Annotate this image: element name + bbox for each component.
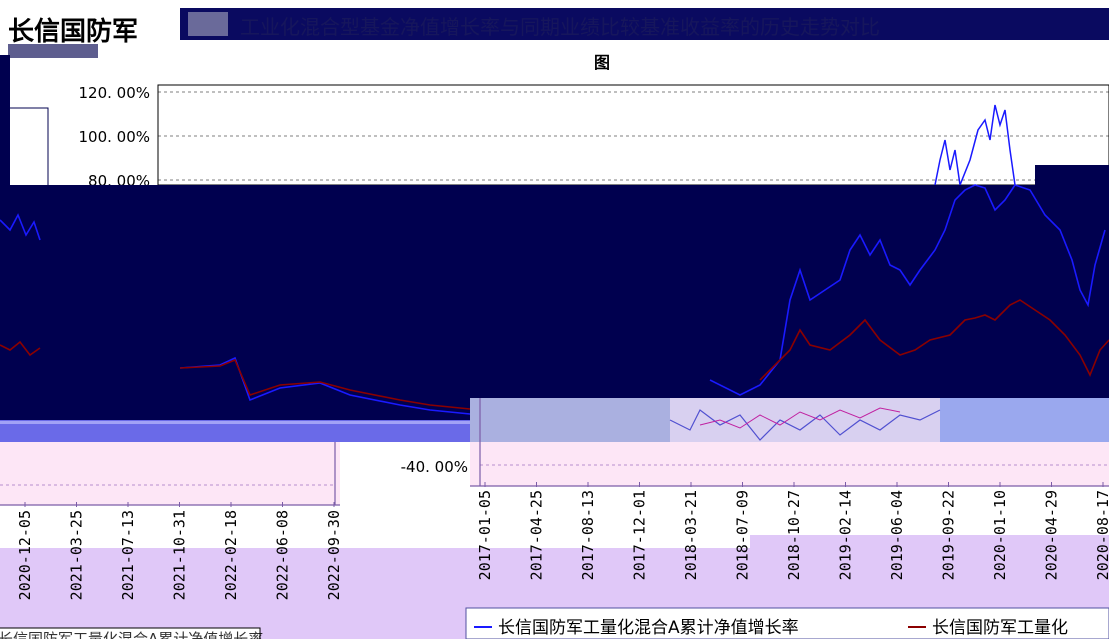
title-artifact-2 bbox=[8, 44, 98, 58]
red-series-line bbox=[0, 299, 1109, 411]
glitch-band-mid bbox=[470, 398, 670, 442]
main-x-tick-10: 2020-01-10 bbox=[991, 490, 1009, 580]
inset-x-tick-4: 2022-02-18 bbox=[222, 510, 240, 600]
navy-block bbox=[0, 185, 1109, 420]
y-tick-minus40: -40. 00% bbox=[401, 458, 468, 476]
main-x-tick-9: 2019-09-22 bbox=[940, 490, 958, 580]
title-main: 工业化混合型基金净值增长率与同期业绩比较基准收益率的历史走势对比 bbox=[240, 15, 880, 39]
legend-label-1: 长信国防军工量化 bbox=[932, 618, 1068, 638]
inset-x-tick-1: 2021-03-25 bbox=[68, 510, 86, 600]
main-x-tick-11: 2020-04-29 bbox=[1043, 490, 1061, 580]
main-x-tick-12: 2020-08-17 bbox=[1094, 490, 1109, 580]
blue-series-line bbox=[0, 184, 1106, 416]
main-lower-background bbox=[470, 442, 1109, 486]
title-band bbox=[180, 8, 1109, 40]
main-x-tick-labels: 2017-01-05 2017-04-25 2017-08-13 2017-12-01… bbox=[476, 482, 1109, 580]
lavender-step bbox=[750, 535, 1109, 549]
title-artifact bbox=[188, 12, 228, 36]
glitch-band-left bbox=[0, 420, 470, 442]
y-tick-100: 100. 00% bbox=[78, 128, 150, 146]
y-tick-120: 120. 00% bbox=[78, 84, 150, 102]
inset-x-tick-0: 2020-12-05 bbox=[16, 510, 34, 600]
inset-x-tick-2: 2021-07-13 bbox=[119, 510, 137, 600]
legend-box bbox=[465, 607, 1109, 639]
blue-peak-top bbox=[934, 104, 1016, 188]
inset-background bbox=[0, 442, 340, 505]
left-strip bbox=[0, 55, 10, 185]
main-x-tick-3: 2017-12-01 bbox=[631, 490, 649, 580]
main-x-tick-7: 2019-02-14 bbox=[837, 490, 855, 580]
glitch-pink-line bbox=[699, 407, 901, 429]
title-continuation: 图 bbox=[594, 53, 610, 72]
glitch-band-right bbox=[940, 398, 1109, 442]
inset-legend-box bbox=[0, 627, 261, 639]
glitch-band-left-hl bbox=[0, 421, 470, 424]
glitch-blue-line bbox=[669, 409, 941, 441]
main-x-tick-1: 2017-04-25 bbox=[528, 490, 546, 580]
inset-x-tick-3: 2021-10-31 bbox=[171, 510, 189, 600]
inset-x-tick-5: 2022-06-08 bbox=[274, 510, 292, 600]
main-x-tick-6: 2018-10-27 bbox=[785, 490, 803, 580]
inset-x-tick-6: 2022-09-30 bbox=[325, 510, 343, 600]
legend-label-0: 长信国防军工量化混合A累计净值增长率 bbox=[498, 618, 799, 638]
navy-block-notch bbox=[1035, 165, 1109, 187]
main-x-tick-5: 2018-07-09 bbox=[734, 490, 752, 580]
main-x-tick-0: 2017-01-05 bbox=[476, 490, 494, 580]
glitch-band-mid2 bbox=[670, 398, 940, 442]
title-left: 长信国防军 bbox=[8, 17, 138, 47]
inset-x-tick-labels: 2020-12-05 2021-03-25 2021-07-13 2021-10-31… bbox=[16, 502, 343, 600]
inset-legend-label: 长信国防军工量化混合A累计净值增长率 bbox=[0, 630, 263, 639]
main-x-tick-2: 2017-08-13 bbox=[579, 490, 597, 580]
main-x-tick-8: 2019-06-04 bbox=[888, 490, 906, 580]
main-x-tick-4: 2018-03-21 bbox=[682, 490, 700, 580]
